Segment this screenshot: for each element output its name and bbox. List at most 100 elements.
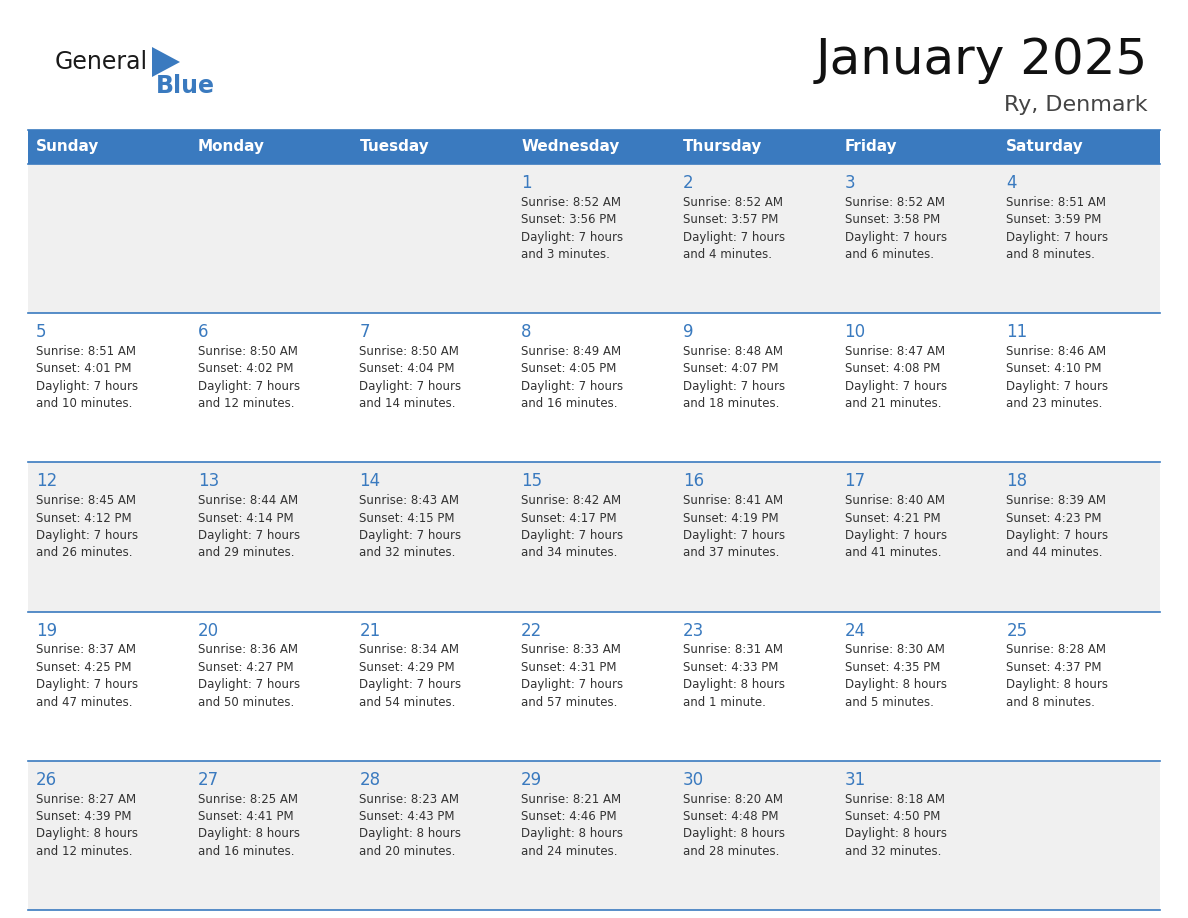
Text: and 8 minutes.: and 8 minutes. [1006,696,1095,709]
Bar [352,164,513,313]
Text: and 10 minutes.: and 10 minutes. [36,397,132,410]
Text: Sunrise: 8:50 AM: Sunrise: 8:50 AM [360,345,460,358]
Text: and 16 minutes.: and 16 minutes. [522,397,618,410]
Text: Sunrise: 8:40 AM: Sunrise: 8:40 AM [845,494,944,507]
Text: Sunset: 4:12 PM: Sunset: 4:12 PM [36,511,132,524]
Bar [836,611,998,761]
Text: Sunrise: 8:42 AM: Sunrise: 8:42 AM [522,494,621,507]
Text: and 29 minutes.: and 29 minutes. [197,546,295,559]
Text: Sunset: 4:04 PM: Sunset: 4:04 PM [360,363,455,375]
Text: and 23 minutes.: and 23 minutes. [1006,397,1102,410]
Text: Daylight: 7 hours: Daylight: 7 hours [360,380,462,393]
Text: and 44 minutes.: and 44 minutes. [1006,546,1102,559]
Text: Sunrise: 8:27 AM: Sunrise: 8:27 AM [36,792,137,806]
Text: Sunrise: 8:33 AM: Sunrise: 8:33 AM [522,644,621,656]
Text: 6: 6 [197,323,208,341]
Text: Sunrise: 8:46 AM: Sunrise: 8:46 AM [1006,345,1106,358]
Text: Sunset: 4:43 PM: Sunset: 4:43 PM [360,810,455,823]
Text: 8: 8 [522,323,532,341]
Text: 20: 20 [197,621,219,640]
Text: Sunset: 4:07 PM: Sunset: 4:07 PM [683,363,778,375]
Bar [352,463,513,611]
Text: Daylight: 7 hours: Daylight: 7 hours [522,529,624,542]
Text: Daylight: 8 hours: Daylight: 8 hours [1006,678,1108,691]
Bar [836,761,998,910]
Text: Sunset: 4:02 PM: Sunset: 4:02 PM [197,363,293,375]
Bar [836,130,998,164]
Bar [29,313,190,463]
Bar [675,611,836,761]
Text: 11: 11 [1006,323,1028,341]
Text: Blue: Blue [156,74,215,98]
Text: Daylight: 8 hours: Daylight: 8 hours [36,827,138,840]
Text: Daylight: 7 hours: Daylight: 7 hours [36,529,138,542]
Text: Sunrise: 8:52 AM: Sunrise: 8:52 AM [845,196,944,208]
Text: and 24 minutes.: and 24 minutes. [522,845,618,857]
Text: and 14 minutes.: and 14 minutes. [360,397,456,410]
Text: Sunrise: 8:23 AM: Sunrise: 8:23 AM [360,792,460,806]
Bar [998,611,1159,761]
Text: Daylight: 7 hours: Daylight: 7 hours [845,529,947,542]
Text: Daylight: 7 hours: Daylight: 7 hours [683,529,785,542]
Text: 9: 9 [683,323,694,341]
Text: Daylight: 7 hours: Daylight: 7 hours [522,230,624,243]
Text: 28: 28 [360,771,380,789]
Text: Daylight: 7 hours: Daylight: 7 hours [36,678,138,691]
Bar [836,463,998,611]
Text: Friday: Friday [845,140,897,154]
Text: Sunset: 4:14 PM: Sunset: 4:14 PM [197,511,293,524]
Text: Daylight: 7 hours: Daylight: 7 hours [36,380,138,393]
Text: Sunrise: 8:25 AM: Sunrise: 8:25 AM [197,792,298,806]
Text: and 41 minutes.: and 41 minutes. [845,546,941,559]
Bar [190,463,352,611]
Bar [836,313,998,463]
Text: Sunset: 3:57 PM: Sunset: 3:57 PM [683,213,778,226]
Bar [513,313,675,463]
Text: Sunrise: 8:21 AM: Sunrise: 8:21 AM [522,792,621,806]
Bar [513,611,675,761]
Text: Sunset: 4:01 PM: Sunset: 4:01 PM [36,363,132,375]
Text: 19: 19 [36,621,57,640]
Bar [998,313,1159,463]
Text: Daylight: 8 hours: Daylight: 8 hours [360,827,461,840]
Text: and 5 minutes.: and 5 minutes. [845,696,934,709]
Text: 30: 30 [683,771,704,789]
Text: 17: 17 [845,473,866,490]
Text: and 1 minute.: and 1 minute. [683,696,766,709]
Bar [29,761,190,910]
Bar [352,130,513,164]
Text: and 12 minutes.: and 12 minutes. [197,397,295,410]
Text: 18: 18 [1006,473,1028,490]
Text: Sunrise: 8:34 AM: Sunrise: 8:34 AM [360,644,460,656]
Text: 23: 23 [683,621,704,640]
Text: Sunset: 4:35 PM: Sunset: 4:35 PM [845,661,940,674]
Bar [29,611,190,761]
Text: 7: 7 [360,323,369,341]
Text: 24: 24 [845,621,866,640]
Text: Ry, Denmark: Ry, Denmark [1004,95,1148,115]
Text: Sunrise: 8:50 AM: Sunrise: 8:50 AM [197,345,297,358]
Bar [352,611,513,761]
Text: Sunday: Sunday [36,140,100,154]
Text: January 2025: January 2025 [816,36,1148,84]
Text: and 32 minutes.: and 32 minutes. [845,845,941,857]
Text: 31: 31 [845,771,866,789]
Bar [998,463,1159,611]
Bar [190,164,352,313]
Text: Monday: Monday [197,140,265,154]
Text: and 3 minutes.: and 3 minutes. [522,248,609,261]
Text: Daylight: 8 hours: Daylight: 8 hours [197,827,299,840]
Text: and 50 minutes.: and 50 minutes. [197,696,293,709]
Text: Sunset: 4:19 PM: Sunset: 4:19 PM [683,511,778,524]
Text: 13: 13 [197,473,219,490]
Text: Daylight: 8 hours: Daylight: 8 hours [845,827,947,840]
Text: Sunset: 4:21 PM: Sunset: 4:21 PM [845,511,940,524]
Text: 22: 22 [522,621,543,640]
Text: Sunrise: 8:37 AM: Sunrise: 8:37 AM [36,644,135,656]
Text: Daylight: 7 hours: Daylight: 7 hours [522,380,624,393]
Text: Sunset: 4:23 PM: Sunset: 4:23 PM [1006,511,1101,524]
Bar [190,313,352,463]
Text: Sunrise: 8:20 AM: Sunrise: 8:20 AM [683,792,783,806]
Bar [29,463,190,611]
Text: Daylight: 7 hours: Daylight: 7 hours [197,380,299,393]
